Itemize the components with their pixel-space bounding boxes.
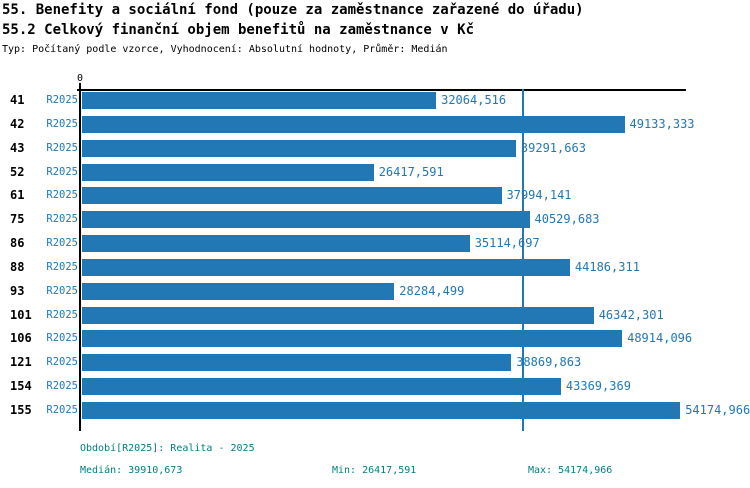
min-stat-label: Min: 26417,591: [332, 465, 417, 476]
value-bar: [82, 163, 374, 181]
category-label: 106: [10, 331, 32, 346]
series-label: R2025: [46, 237, 78, 250]
series-label: R2025: [46, 260, 78, 273]
chart-row: 61 R2025 37994,141: [0, 187, 750, 211]
category-label: 155: [10, 402, 32, 417]
value-bar: [82, 330, 623, 348]
bar-chart: 41 R2025 32064,516 42 R2025 49133,333 43 R2025 3…: [0, 92, 750, 426]
value-bar: [82, 235, 470, 253]
series-label: R2025: [46, 380, 78, 393]
series-label: R2025: [46, 189, 78, 202]
category-label: 93: [10, 283, 25, 298]
max-stat-label: Max: 54174,966: [528, 465, 613, 476]
value-label: 49133,333: [629, 116, 695, 131]
value-label: 48914,096: [627, 331, 693, 346]
value-label: 28284,499: [399, 283, 465, 298]
value-bar: [82, 354, 512, 372]
chart-row: 86 R2025 35114,697: [0, 235, 750, 259]
period-label: Období[R2025]: Realita - 2025: [80, 443, 255, 454]
category-label: 86: [10, 236, 25, 251]
chart-row: 88 R2025 44186,311: [0, 258, 750, 283]
value-bar: [82, 139, 516, 157]
chart-row: 155 R2025 54174,966: [0, 401, 750, 426]
category-label: 61: [10, 188, 25, 203]
series-label: R2025: [46, 356, 78, 369]
value-label: 26417,591: [378, 164, 444, 179]
value-label: 32064,516: [441, 93, 507, 107]
chart-row: 41 R2025 32064,516: [0, 92, 750, 116]
series-label: R2025: [46, 403, 78, 416]
chart-row: 43 R2025 39291,663: [0, 139, 750, 164]
value-bar: [82, 378, 561, 396]
series-label: R2025: [46, 213, 78, 226]
value-label: 40529,683: [534, 212, 600, 227]
chart-row: 106 R2025 48914,096: [0, 330, 750, 354]
category-label: 101: [10, 307, 32, 322]
value-bar: [82, 187, 502, 205]
value-bar: [82, 115, 625, 133]
series-label: R2025: [46, 94, 78, 106]
value-bar: [82, 306, 594, 324]
value-label: 43369,369: [565, 379, 631, 394]
series-label: R2025: [46, 284, 78, 297]
category-label: 121: [10, 355, 32, 370]
median-stat-label: Medián: 39910,673: [80, 465, 183, 476]
value-label: 37994,141: [506, 188, 572, 203]
y-axis-line: [79, 83, 81, 431]
category-label: 41: [10, 93, 25, 107]
report-title-line1: 55. Benefity a sociální fond (pouze za z…: [2, 2, 584, 18]
value-label: 54174,966: [685, 402, 750, 417]
value-bar: [82, 282, 395, 300]
value-bar: [82, 211, 530, 229]
value-label: 39291,663: [520, 140, 586, 155]
value-bar: [82, 92, 437, 109]
chart-row: 52 R2025 26417,591: [0, 163, 750, 188]
value-label: 38869,863: [516, 355, 582, 370]
category-label: 42: [10, 116, 25, 131]
category-label: 75: [10, 212, 25, 227]
report-title-line2: 55.2 Celkový finanční objem benefitů na …: [2, 22, 475, 38]
series-label: R2025: [46, 308, 78, 321]
chart-row: 75 R2025 40529,683: [0, 211, 750, 235]
chart-row: 121 R2025 38869,863: [0, 354, 750, 378]
series-label: R2025: [46, 165, 78, 178]
chart-row: 93 R2025 28284,499: [0, 282, 750, 307]
series-label: R2025: [46, 141, 78, 154]
value-label: 35114,697: [474, 236, 540, 251]
chart-row: 101 R2025 46342,301: [0, 306, 750, 331]
x-axis-line: [77, 89, 686, 91]
value-bar: [82, 258, 570, 276]
category-label: 43: [10, 140, 25, 155]
series-label: R2025: [46, 332, 78, 345]
value-label: 46342,301: [598, 307, 664, 322]
value-label: 44186,311: [574, 259, 640, 274]
category-label: 154: [10, 379, 32, 394]
chart-row: 42 R2025 49133,333: [0, 115, 750, 140]
x-axis-zero-label: 0: [76, 73, 84, 84]
category-label: 52: [10, 164, 25, 179]
value-bar: [82, 401, 681, 419]
chart-row: 154 R2025 43369,369: [0, 378, 750, 402]
series-label: R2025: [46, 117, 78, 130]
report-meta: Typ: Počítaný podle vzorce, Vyhodnocení:…: [2, 44, 448, 55]
category-label: 88: [10, 259, 25, 274]
